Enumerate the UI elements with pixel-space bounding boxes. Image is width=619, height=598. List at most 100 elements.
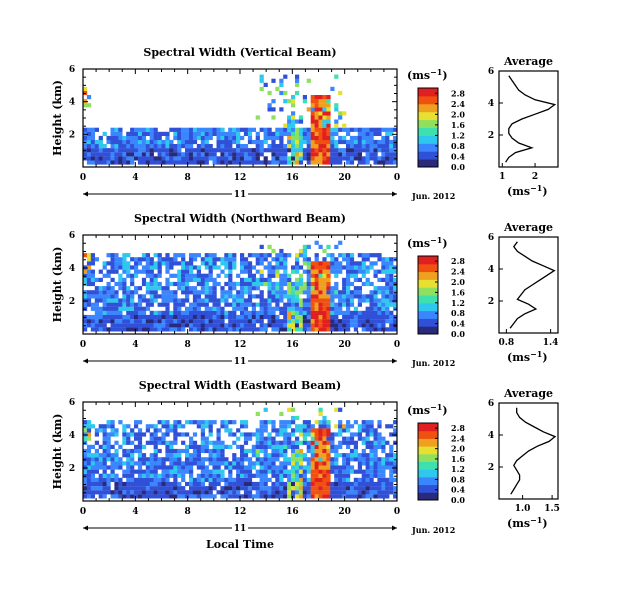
- heatmap-cell: [216, 457, 221, 462]
- heatmap-cell: [255, 253, 260, 258]
- heatmap-cell: [122, 319, 127, 324]
- heatmap-cell: [377, 269, 382, 274]
- heatmap-cell: [334, 424, 339, 429]
- heatmap-cell: [279, 131, 284, 136]
- heatmap-cell: [342, 457, 347, 462]
- heatmap-cell: [185, 319, 190, 324]
- heatmap-cell: [295, 119, 300, 124]
- heatmap-cell: [200, 261, 205, 266]
- heatmap-cell: [346, 481, 351, 487]
- heatmap-cell: [295, 160, 300, 165]
- heatmap-cell: [90, 302, 95, 307]
- heatmap-cell: [334, 290, 339, 295]
- heatmap-cell: [322, 473, 327, 478]
- heatmap-cell: [322, 436, 327, 441]
- heatmap-cell: [306, 440, 311, 445]
- heatmap-cell: [389, 448, 394, 454]
- heatmap-cell: [141, 494, 147, 499]
- heatmap-cell: [216, 436, 221, 441]
- heatmap-cell: [141, 444, 147, 449]
- heatmap-cell: [212, 323, 217, 328]
- heatmap-cell: [177, 461, 182, 466]
- heatmap-cell: [338, 432, 343, 437]
- heatmap-cell: [369, 310, 374, 315]
- heatmap-cell: [153, 469, 158, 474]
- heatmap-cell: [83, 461, 88, 466]
- heatmap-cell: [338, 290, 343, 295]
- heatmap-cell: [232, 314, 237, 320]
- heatmap-cell: [224, 294, 229, 299]
- heatmap-cell: [279, 444, 284, 449]
- heatmap-cell: [247, 486, 253, 491]
- heatmap-cell: [263, 448, 268, 454]
- heatmap-cell: [212, 473, 217, 478]
- heatmap-cell: [204, 286, 209, 291]
- heatmap-cell: [216, 477, 221, 482]
- colorbar-unit-close: ): [442, 69, 447, 82]
- heatmap-cell: [279, 290, 284, 295]
- heatmap-cell: [373, 286, 378, 291]
- heatmap-cell: [369, 481, 374, 487]
- heatmap-cell: [240, 257, 245, 262]
- heatmap-cell: [122, 152, 127, 157]
- heatmap-cell: [153, 265, 158, 270]
- heatmap-cell: [232, 494, 237, 499]
- heatmap-cell: [102, 481, 107, 487]
- heatmap-cell: [318, 111, 323, 116]
- heatmap-cell: [357, 286, 362, 291]
- heatmap-cell: [275, 298, 280, 303]
- heatmap-cell: [275, 265, 280, 270]
- heatmap-cell: [267, 244, 272, 249]
- heatmap-cell: [181, 273, 186, 278]
- heatmap-cell: [126, 131, 131, 136]
- heatmap-cell: [314, 160, 319, 165]
- heatmap-cell: [322, 306, 327, 311]
- heatmap-cell: [118, 323, 123, 328]
- heatmap-cell: [134, 131, 139, 136]
- heatmap-cell: [326, 156, 331, 161]
- heatmap-cell: [334, 465, 339, 470]
- heatmap-cell: [196, 156, 201, 161]
- heatmap-cell: [134, 481, 139, 487]
- heatmap-cell: [247, 481, 253, 487]
- heatmap-cell: [173, 257, 178, 262]
- heatmap-cell: [86, 469, 92, 474]
- heatmap-cell: [361, 127, 366, 132]
- heatmap-cell: [161, 310, 166, 315]
- heatmap-cell: [263, 306, 268, 311]
- heatmap-cell: [145, 481, 150, 487]
- heatmap-cell: [334, 407, 339, 412]
- heatmap-cell: [83, 152, 88, 157]
- heatmap-cell: [291, 444, 296, 449]
- heatmap-cell: [373, 144, 378, 149]
- heatmap-cell: [373, 148, 378, 153]
- heatmap-cell: [189, 273, 194, 278]
- heatmap-cell: [228, 152, 233, 157]
- heatmap-cell: [306, 148, 311, 153]
- heatmap-cell: [200, 310, 205, 315]
- panel-title: Spectral Width (Eastward Beam): [139, 379, 341, 392]
- heatmap-cell: [365, 465, 370, 470]
- heatmap-cell: [389, 131, 394, 136]
- heatmap-cell: [247, 273, 253, 278]
- heatmap-cell: [255, 411, 260, 416]
- heatmap-cell: [177, 448, 182, 454]
- profile-frame: [498, 70, 559, 168]
- heatmap-cell: [200, 277, 205, 282]
- heatmap-cell: [110, 494, 115, 499]
- heatmap-cell: [126, 469, 131, 474]
- heatmap-cell: [122, 448, 127, 454]
- heatmap-cell: [389, 490, 394, 495]
- heatmap-cell: [322, 294, 327, 299]
- heatmap-cell: [212, 277, 217, 282]
- heatmap-cell: [271, 107, 276, 112]
- heatmap-cell: [349, 457, 355, 462]
- heatmap-cell: [247, 253, 253, 258]
- heatmap-cell: [267, 269, 272, 274]
- heatmap-cell: [192, 457, 198, 462]
- heatmap-cell: [145, 306, 150, 311]
- heatmap-cell: [259, 294, 264, 299]
- heatmap-cell: [169, 127, 174, 132]
- heatmap-cell: [306, 78, 311, 83]
- heatmap-cell: [106, 261, 111, 266]
